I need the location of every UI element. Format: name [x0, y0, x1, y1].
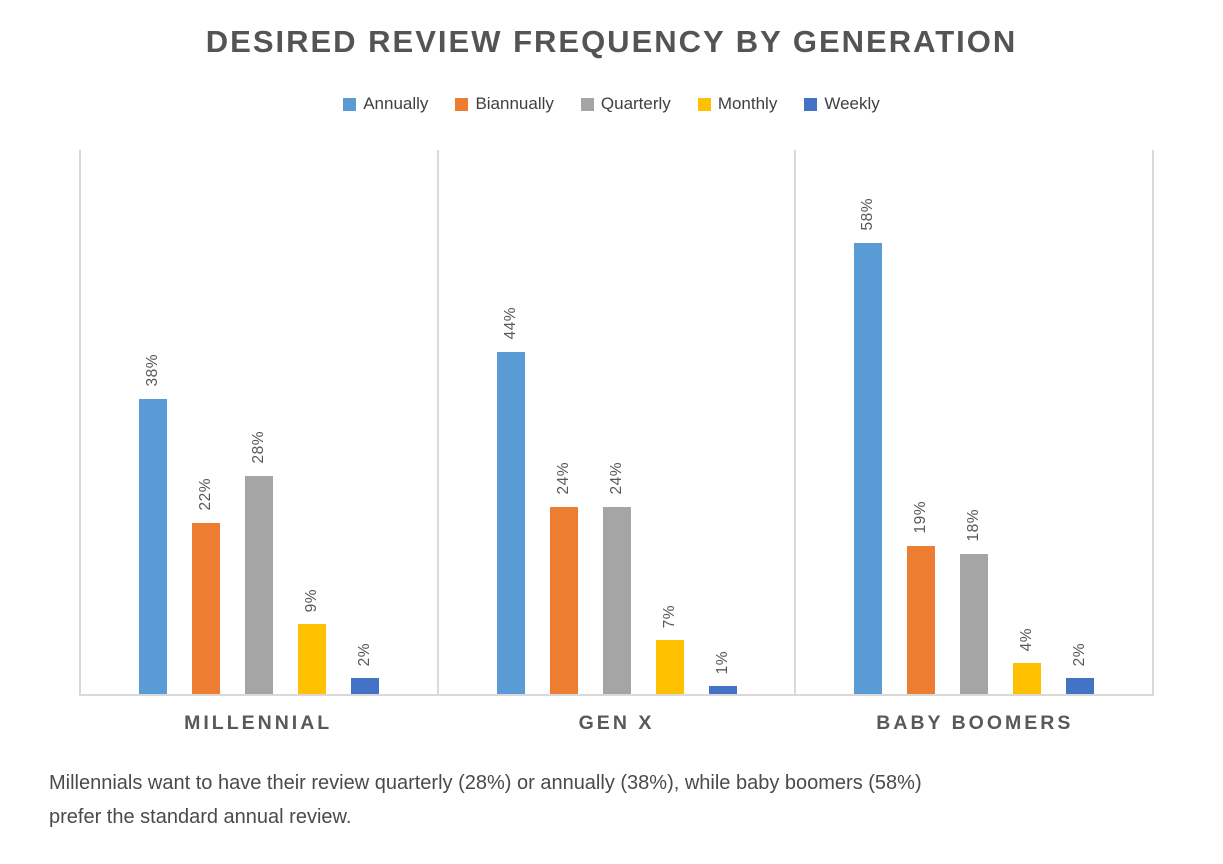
bar-monthly-baby-boomers: 4%	[1013, 628, 1042, 694]
bar-value-label: 2%	[1071, 642, 1089, 666]
bar-value-label: 18%	[965, 509, 983, 542]
bar-annually-baby-boomers: 58%	[854, 198, 883, 694]
bar-weekly-gen-x: 1%	[708, 651, 737, 694]
legend-swatch-icon	[804, 97, 818, 111]
bar-value-label: 7%	[660, 604, 678, 628]
panel-baby-boomers: 58% 19% 18% 4% 2%	[794, 150, 1155, 694]
bar-biannually-baby-boomers: 19%	[907, 501, 936, 694]
legend-label: Quarterly	[600, 94, 671, 113]
bar-value-label: 2%	[355, 642, 373, 666]
legend-swatch-icon	[697, 97, 711, 111]
panel-millennial: 38% 22% 28% 9% 2%	[79, 150, 437, 694]
bar-monthly-millennial: 9%	[297, 589, 326, 694]
bar-value-label: 1%	[713, 650, 731, 674]
bar-monthly-gen-x: 7%	[655, 605, 684, 694]
legend-swatch-icon	[455, 97, 469, 111]
category-label-gen-x: GEN X	[578, 712, 655, 734]
legend-item-weekly: Weekly	[804, 94, 880, 114]
bar-value-label: 44%	[501, 307, 519, 340]
bar-value-label: 9%	[302, 588, 320, 612]
bar-value-label: 4%	[1018, 627, 1036, 651]
bar-value-label: 24%	[554, 462, 572, 495]
legend-label: Weekly	[824, 94, 880, 113]
bar-value-label: 24%	[607, 462, 625, 495]
bar-value-label: 58%	[859, 198, 877, 231]
bar-annually-millennial: 38%	[138, 354, 167, 694]
legend-swatch-icon	[580, 97, 594, 111]
legend-item-biannually: Biannually	[455, 94, 554, 114]
bar-biannually-gen-x: 24%	[549, 462, 578, 694]
bar-value-label: 19%	[912, 501, 930, 534]
plot-area: 38% 22% 28% 9% 2% 44% 24% 24% 7% 1% 58% 19% 18% 4% 2%	[79, 150, 1155, 696]
bar-value-label: 38%	[143, 354, 161, 387]
legend-label: Monthly	[717, 94, 778, 113]
legend-item-annually: Annually	[343, 94, 428, 114]
legend-swatch-icon	[343, 97, 357, 111]
bar-value-label: 28%	[249, 431, 267, 464]
bar-quarterly-millennial: 28%	[244, 431, 273, 694]
caption-line-1: Millennials want to have their review qu…	[49, 772, 922, 794]
category-label-baby-boomers: BABY BOOMERS	[876, 712, 1074, 734]
caption-line-2: prefer the standard annual review.	[49, 806, 352, 829]
legend: Annually Biannually Quarterly Monthly Weekly	[0, 94, 1223, 114]
bar-value-label: 22%	[196, 478, 214, 511]
category-labels: MILLENNIAL GEN X BABY BOOMERS	[79, 712, 1154, 735]
bar-weekly-baby-boomers: 2%	[1066, 643, 1095, 694]
legend-item-monthly: Monthly	[697, 94, 778, 114]
panel-gen-x: 44% 24% 24% 7% 1%	[436, 150, 795, 694]
bar-biannually-millennial: 22%	[191, 478, 220, 694]
bar-quarterly-baby-boomers: 18%	[960, 509, 989, 694]
legend-item-quarterly: Quarterly	[580, 94, 671, 114]
bar-quarterly-gen-x: 24%	[602, 462, 631, 694]
legend-label: Biannually	[475, 94, 554, 113]
category-label-millennial: MILLENNIAL	[184, 712, 333, 734]
caption: Millennials want to have their review qu…	[49, 766, 1209, 835]
legend-label: Annually	[363, 94, 429, 113]
chart-title: DESIRED REVIEW FREQUENCY BY GENERATION	[205, 24, 1018, 59]
bar-weekly-millennial: 2%	[350, 643, 379, 694]
bar-annually-gen-x: 44%	[496, 307, 525, 694]
